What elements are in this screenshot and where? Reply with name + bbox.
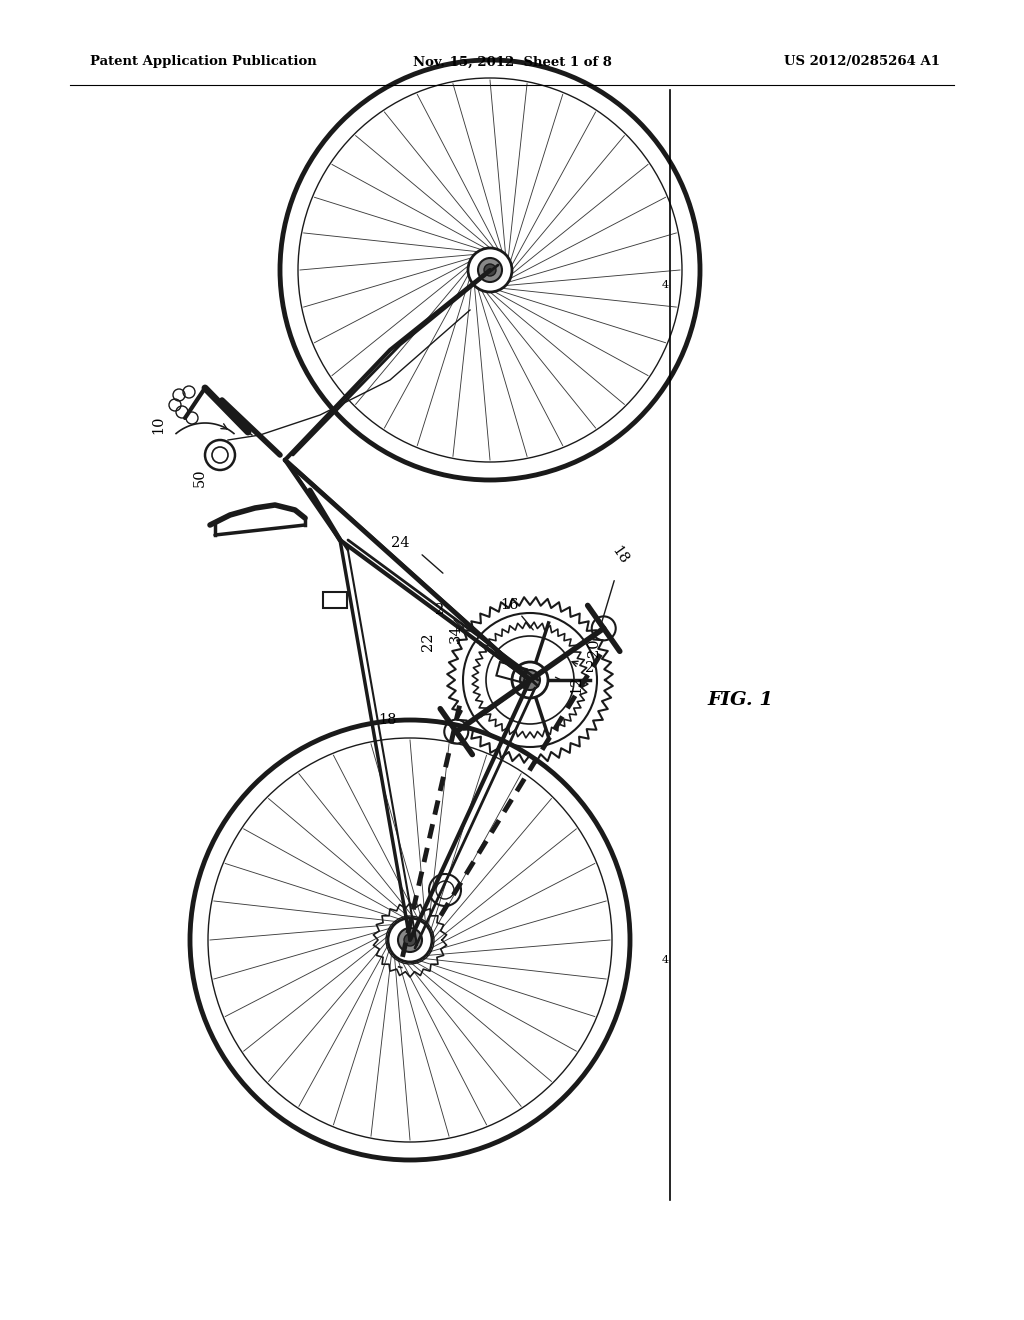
- Text: 18: 18: [609, 544, 631, 566]
- Circle shape: [478, 257, 502, 282]
- Text: US 2012/0285264 A1: US 2012/0285264 A1: [784, 55, 940, 69]
- Circle shape: [404, 935, 416, 946]
- Bar: [323, 591, 347, 609]
- Circle shape: [398, 928, 422, 952]
- Text: 4: 4: [662, 280, 669, 290]
- Circle shape: [520, 671, 540, 690]
- Text: 50: 50: [193, 469, 207, 487]
- Text: 16: 16: [501, 598, 519, 612]
- Text: 2: 2: [435, 603, 444, 616]
- Text: 24: 24: [391, 536, 410, 550]
- Text: Patent Application Publication: Patent Application Publication: [90, 55, 316, 69]
- Text: Nov. 15, 2012  Sheet 1 of 8: Nov. 15, 2012 Sheet 1 of 8: [413, 55, 611, 69]
- Circle shape: [484, 264, 496, 276]
- Text: 34: 34: [449, 624, 463, 643]
- Text: 20: 20: [587, 639, 601, 657]
- Text: FIG. 1: FIG. 1: [707, 690, 773, 709]
- Text: 10: 10: [151, 416, 165, 434]
- Text: 22: 22: [421, 632, 435, 651]
- Bar: [497, 663, 527, 682]
- Text: 12: 12: [569, 676, 583, 694]
- Text: 4: 4: [662, 954, 669, 965]
- Text: 18: 18: [379, 713, 397, 727]
- Text: 2: 2: [586, 661, 595, 675]
